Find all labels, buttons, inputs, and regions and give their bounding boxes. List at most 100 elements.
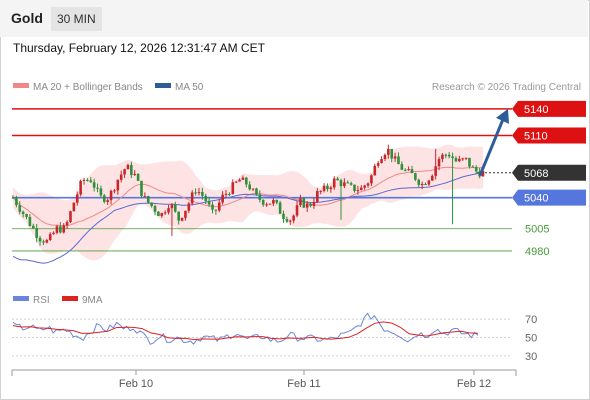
candle xyxy=(387,144,390,159)
candle-body xyxy=(109,190,113,201)
candle xyxy=(11,195,15,199)
candle xyxy=(92,178,96,192)
candle xyxy=(336,176,339,181)
candle xyxy=(228,192,231,197)
candle-body xyxy=(170,204,174,209)
x-tick-label: Feb 11 xyxy=(287,378,320,390)
candle-body xyxy=(231,182,235,194)
candle-body xyxy=(130,164,133,175)
rsi-tick-label: 70 xyxy=(525,314,537,326)
candle-body xyxy=(72,202,76,212)
candle xyxy=(332,176,336,190)
time-axis: Feb 10 Feb 11 Feb 12 xyxy=(11,369,517,390)
candle-body xyxy=(251,188,255,190)
level-label-5005: 5005 xyxy=(525,224,549,236)
candle xyxy=(69,210,72,224)
candle-body xyxy=(248,184,251,190)
candle-body xyxy=(96,187,99,189)
candle xyxy=(326,183,329,192)
candle xyxy=(21,210,25,218)
candle xyxy=(430,174,434,181)
candle-body xyxy=(35,228,38,238)
candle xyxy=(349,181,353,186)
chart-legend: MA 20 + Bollinger Bands MA 50 Research ©… xyxy=(13,82,581,93)
candle-body xyxy=(441,154,444,159)
candle xyxy=(18,201,22,215)
candle xyxy=(309,202,312,208)
rsi-line xyxy=(12,312,479,345)
candle xyxy=(42,239,45,246)
x-tick-label: Feb 10 xyxy=(119,378,153,390)
ma20-line xyxy=(12,166,484,227)
candle xyxy=(261,199,265,207)
candle xyxy=(451,152,454,225)
candle xyxy=(241,175,245,180)
candle-body xyxy=(89,180,93,183)
candle-body xyxy=(403,169,407,171)
candle xyxy=(130,161,133,179)
candle-body xyxy=(28,216,32,226)
candle xyxy=(373,163,377,176)
bollinger-bands xyxy=(13,144,483,261)
candle-body xyxy=(15,197,18,206)
candle-body xyxy=(410,169,414,174)
candle xyxy=(31,223,35,229)
candle xyxy=(25,213,28,220)
candle-body xyxy=(302,198,306,208)
arrow-shaft xyxy=(478,116,506,177)
candle-body xyxy=(150,202,153,207)
candle xyxy=(359,185,363,191)
candle xyxy=(221,191,224,205)
candle xyxy=(194,188,197,196)
candle xyxy=(197,188,201,196)
candle xyxy=(157,211,160,217)
candle-body xyxy=(400,164,404,170)
candle xyxy=(316,187,319,204)
candle-body xyxy=(25,213,28,217)
candle-body xyxy=(113,190,116,192)
candle-body xyxy=(322,185,326,191)
timeframe-button[interactable]: 30 MIN xyxy=(51,7,102,31)
level-label-5040: 5040 xyxy=(524,193,548,205)
candle xyxy=(268,203,272,205)
candle xyxy=(38,235,42,246)
candle xyxy=(143,192,147,198)
candle xyxy=(102,194,106,204)
candle-body xyxy=(18,205,22,212)
candle-body xyxy=(228,193,231,195)
candle xyxy=(299,194,302,208)
candle xyxy=(417,178,421,188)
x-tick-label: Feb 12 xyxy=(457,378,491,390)
candle-body xyxy=(261,199,265,205)
candle-body xyxy=(282,213,285,220)
candle xyxy=(217,199,221,213)
candle xyxy=(133,170,137,176)
candle xyxy=(52,231,55,235)
candle xyxy=(177,211,180,225)
candle-body xyxy=(329,187,333,190)
candle-body xyxy=(272,199,275,204)
candle-body xyxy=(468,157,471,167)
candle-body xyxy=(390,148,394,159)
candle-body xyxy=(11,197,15,199)
candle-body xyxy=(447,154,451,157)
candle-body xyxy=(471,166,475,168)
candle-body xyxy=(86,179,89,181)
candle-body xyxy=(481,171,485,177)
arrow-head xyxy=(496,108,509,124)
level-label-5110: 5110 xyxy=(524,131,548,143)
candle-body xyxy=(234,181,238,183)
candle-body xyxy=(343,182,346,187)
candle xyxy=(414,172,417,182)
candle xyxy=(319,190,322,195)
candle xyxy=(275,199,279,205)
candle-body xyxy=(332,178,336,188)
candle xyxy=(295,200,299,218)
candle-body xyxy=(133,173,137,175)
candle-body xyxy=(241,177,245,180)
candle xyxy=(79,179,82,197)
candle-body xyxy=(353,184,356,192)
ma50-legend-swatch xyxy=(155,83,171,88)
candle-body xyxy=(285,219,289,222)
